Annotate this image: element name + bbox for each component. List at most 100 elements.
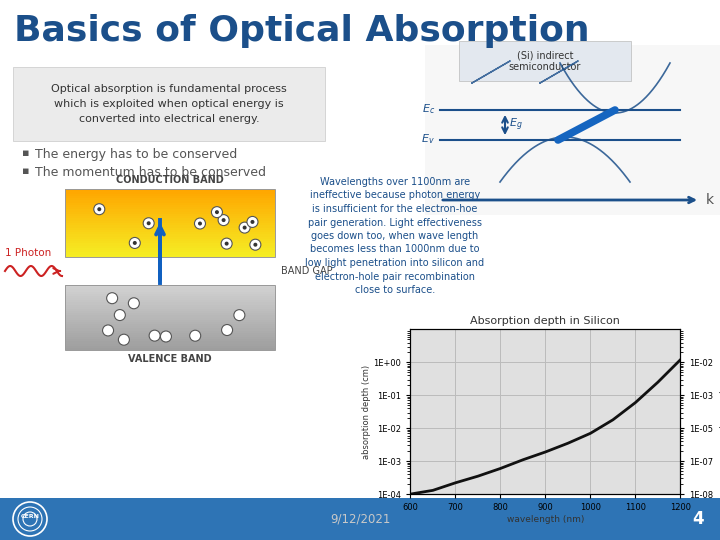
Bar <box>65 313 275 315</box>
Circle shape <box>253 242 257 247</box>
Bar <box>65 230 275 232</box>
Text: 9/12/2021: 9/12/2021 <box>330 512 390 525</box>
Circle shape <box>215 210 219 214</box>
Bar <box>65 204 275 207</box>
Circle shape <box>250 239 261 250</box>
Text: $E_v$: $E_v$ <box>421 132 435 146</box>
Bar <box>65 347 275 350</box>
Text: pair generation. Light effectiveness: pair generation. Light effectiveness <box>308 218 482 227</box>
Bar <box>65 319 275 322</box>
Bar <box>65 241 275 244</box>
Bar <box>65 225 275 227</box>
Bar <box>65 287 275 289</box>
Text: is insufficient for the electron-hoe: is insufficient for the electron-hoe <box>312 204 477 214</box>
Bar <box>65 232 275 234</box>
Bar <box>65 302 275 305</box>
Circle shape <box>143 218 154 229</box>
Bar <box>65 254 275 257</box>
Bar <box>425 45 720 215</box>
Bar <box>65 328 275 330</box>
Text: low light penetration into silicon and: low light penetration into silicon and <box>305 258 485 268</box>
Bar <box>65 202 275 205</box>
Bar <box>65 341 275 343</box>
Circle shape <box>218 214 229 226</box>
Circle shape <box>222 325 233 335</box>
Y-axis label: absorption depth (cm): absorption depth (cm) <box>361 364 371 459</box>
Text: ▪: ▪ <box>22 148 30 158</box>
Text: CONDUCTION BAND: CONDUCTION BAND <box>116 175 224 185</box>
Circle shape <box>247 217 258 227</box>
Bar <box>65 209 275 212</box>
Bar <box>65 227 275 230</box>
Bar <box>65 339 275 341</box>
Circle shape <box>102 325 114 336</box>
Bar <box>65 285 275 350</box>
Bar <box>65 252 275 255</box>
Circle shape <box>243 226 247 230</box>
Text: VALENCE BAND: VALENCE BAND <box>128 354 212 364</box>
Circle shape <box>147 221 150 225</box>
Text: 1 Photon: 1 Photon <box>5 248 51 258</box>
Bar <box>65 334 275 337</box>
Text: The momentum has to be conserved: The momentum has to be conserved <box>35 166 266 179</box>
Bar <box>65 245 275 248</box>
Bar <box>65 323 275 326</box>
Text: The energy has to be conserved: The energy has to be conserved <box>35 148 238 161</box>
Text: close to surface.: close to surface. <box>355 285 435 295</box>
Bar <box>65 238 275 241</box>
Bar <box>65 326 275 328</box>
Text: CERN: CERN <box>20 514 40 518</box>
Bar <box>65 243 275 246</box>
Circle shape <box>149 330 160 341</box>
FancyBboxPatch shape <box>13 67 325 141</box>
Bar <box>0 498 720 540</box>
Text: $E_g$: $E_g$ <box>509 117 523 133</box>
Circle shape <box>222 218 225 222</box>
Bar <box>65 291 275 294</box>
Bar <box>65 306 275 309</box>
Bar <box>65 222 275 225</box>
Text: ▪: ▪ <box>22 166 30 176</box>
Bar <box>65 213 275 216</box>
Bar <box>65 345 275 348</box>
Circle shape <box>251 220 254 224</box>
Circle shape <box>225 241 229 246</box>
Bar <box>65 332 275 335</box>
Bar <box>65 198 275 200</box>
Bar <box>65 308 275 311</box>
Bar <box>65 215 275 219</box>
Text: k: k <box>706 193 714 207</box>
Bar <box>65 249 275 253</box>
Bar <box>65 330 275 333</box>
Bar <box>65 200 275 202</box>
Bar <box>65 195 275 198</box>
Circle shape <box>239 222 250 233</box>
Bar <box>65 193 275 196</box>
X-axis label: wavelength (nm): wavelength (nm) <box>507 515 584 524</box>
Circle shape <box>128 298 140 309</box>
Bar <box>65 298 275 300</box>
Y-axis label: absorption depth (m): absorption depth (m) <box>719 367 720 456</box>
Text: Optical absorption is fundamental process
which is exploited when optical energy: Optical absorption is fundamental proces… <box>51 84 287 124</box>
Text: Basics of Optical Absorption: Basics of Optical Absorption <box>14 14 590 48</box>
Text: becomes less than 1000nm due to: becomes less than 1000nm due to <box>310 245 480 254</box>
Text: BAND GAP: BAND GAP <box>281 266 333 276</box>
Bar <box>65 220 275 223</box>
Bar <box>65 191 275 193</box>
Bar <box>65 247 275 250</box>
Title: Absorption depth in Silicon: Absorption depth in Silicon <box>470 316 621 326</box>
Bar <box>65 207 275 210</box>
Bar <box>65 218 275 221</box>
Bar <box>65 336 275 339</box>
Circle shape <box>132 241 137 245</box>
Bar <box>65 310 275 313</box>
Bar <box>65 295 275 298</box>
Bar <box>65 236 275 239</box>
Bar <box>65 343 275 346</box>
Circle shape <box>212 207 222 218</box>
Bar <box>65 304 275 307</box>
Text: electron-hole pair recombination: electron-hole pair recombination <box>315 272 475 281</box>
Bar <box>65 211 275 214</box>
Text: $E_c$: $E_c$ <box>422 102 435 116</box>
Circle shape <box>118 334 130 345</box>
